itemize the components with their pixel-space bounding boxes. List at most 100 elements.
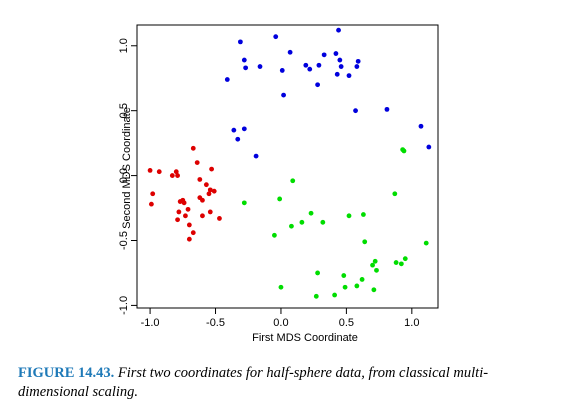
data-point: [209, 166, 214, 172]
data-point: [197, 177, 203, 182]
plot-frame: [136, 24, 439, 309]
data-point: [359, 277, 365, 282]
x-tick-label: -1.0: [141, 317, 160, 329]
data-point: [150, 191, 156, 197]
data-point: [320, 219, 326, 225]
data-point: [334, 71, 340, 77]
data-point: [336, 27, 341, 33]
data-point: [217, 216, 222, 221]
data-point: [342, 284, 348, 290]
data-point: [186, 236, 192, 242]
data-point: [362, 239, 368, 245]
data-point: [190, 230, 196, 236]
data-point: [197, 195, 203, 201]
data-point: [224, 77, 230, 82]
data-point: [287, 49, 293, 55]
data-point: [402, 256, 408, 262]
data-point: [372, 258, 378, 264]
data-point: [183, 213, 188, 219]
data-point: [207, 187, 213, 193]
data-point: [315, 270, 320, 276]
data-point: [200, 213, 205, 219]
data-point: [241, 126, 247, 132]
data-point: [237, 39, 243, 45]
data-point: [418, 123, 424, 129]
data-point: [241, 200, 247, 206]
data-point: [299, 219, 305, 225]
data-point: [321, 52, 327, 58]
data-point: [156, 169, 162, 175]
data-point: [346, 73, 352, 79]
data-point: [333, 51, 339, 56]
y-tick-label: 1.0: [118, 38, 130, 53]
figure-caption: FIGURE 14.43. First two coordinates for …: [18, 364, 558, 402]
data-point: [207, 209, 213, 215]
y-tick-label: 0.0: [118, 168, 130, 183]
x-tick-label: -0.5: [206, 317, 225, 329]
data-point: [203, 182, 209, 188]
data-point: [392, 191, 398, 197]
data-point: [354, 283, 360, 289]
data-point: [194, 160, 200, 166]
data-point: [186, 222, 192, 228]
data-point: [147, 167, 153, 173]
data-point: [279, 68, 285, 73]
data-point: [278, 284, 284, 290]
data-point: [277, 196, 283, 202]
data-point: [353, 108, 358, 114]
data-point: [313, 293, 319, 299]
data-point: [180, 197, 186, 203]
data-point: [374, 267, 379, 273]
x-tick-label: 1.0: [404, 317, 419, 329]
data-point: [241, 57, 247, 63]
x-axis: -1.0 -0.5 0.0 0.5 1.0: [141, 308, 419, 329]
data-point: [371, 287, 377, 293]
data-point: [243, 65, 249, 71]
data-point: [257, 64, 263, 69]
data-point: [346, 213, 352, 219]
data-point: [401, 148, 407, 154]
data-point: [289, 223, 294, 229]
data-point: [308, 210, 314, 216]
x-axis-title: First MDS Coordinate: [252, 332, 358, 344]
data-point: [426, 144, 432, 150]
data-point: [175, 217, 180, 223]
data-point: [211, 188, 217, 194]
data-point: [273, 34, 279, 40]
data-point: [398, 261, 404, 267]
data-point: [303, 62, 309, 68]
data-point: [175, 173, 180, 178]
data-point: [337, 57, 343, 63]
data-point: [272, 232, 277, 238]
data-point: [148, 201, 154, 207]
data-point: [281, 92, 286, 98]
data-point: [169, 173, 175, 178]
data-point: [354, 64, 360, 69]
data-point: [253, 153, 259, 159]
x-tick-label: 0.5: [339, 317, 354, 329]
figure-caption-text: First two coordinates for half-sphere da…: [18, 365, 489, 400]
data-point: [206, 191, 212, 197]
y-tick-label: -0.5: [118, 231, 130, 250]
data-point: [315, 82, 320, 88]
y-tick-label: 0.5: [118, 103, 130, 118]
data-points: [147, 27, 432, 299]
x-tick-label: 0.0: [273, 317, 288, 329]
data-point: [338, 64, 344, 69]
y-axis-title: Second MDS Coordinate: [121, 107, 133, 229]
data-point: [355, 58, 361, 64]
data-point: [176, 209, 182, 215]
data-point: [384, 106, 390, 112]
data-point: [307, 66, 313, 72]
data-point: [316, 62, 322, 68]
figure-label: FIGURE 14.43.: [18, 365, 115, 381]
data-point: [341, 273, 347, 278]
y-tick-label: -1.0: [118, 296, 130, 315]
data-point: [231, 127, 237, 133]
data-point: [423, 240, 429, 246]
y-axis: -1.0 -0.5 0.0 0.5 1.0: [118, 38, 137, 315]
data-point: [361, 212, 366, 217]
data-point: [190, 145, 196, 151]
data-point: [235, 136, 241, 142]
